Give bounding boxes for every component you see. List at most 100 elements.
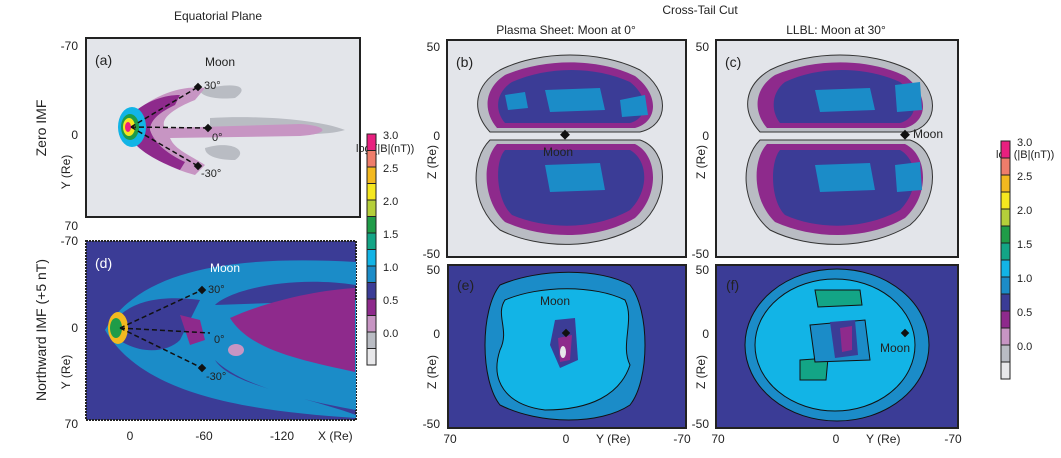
xtick: 70 [711, 432, 725, 446]
panel-b-label: (b) [456, 54, 473, 70]
panel-e: (e) Moon 50 0 -50 Z (Re) 70 0 -70 Y (Re) [423, 263, 691, 446]
colorbar-swatch [1000, 157, 1011, 176]
colorbar-tick-label: 1.0 [383, 262, 398, 274]
colorbar-swatch [1000, 191, 1011, 210]
panel-d-moon: Moon [210, 261, 240, 275]
ytick: -70 [61, 39, 79, 53]
colorbar-swatch [1000, 361, 1011, 380]
panel-e-label: (e) [457, 277, 474, 293]
xtick: 70 [443, 432, 457, 446]
colorbar-swatch [1000, 259, 1011, 278]
ytick: 70 [65, 219, 79, 233]
panel-d-label: (d) [95, 255, 112, 271]
panel-c-ylabel: Z (Re) [694, 145, 708, 179]
ytick: 50 [696, 263, 710, 277]
panel-a-label: (a) [95, 52, 112, 68]
colorbar-2-title: log (|B|(nT)) [996, 149, 1054, 161]
colorbar-swatch [1000, 174, 1011, 193]
panel-a-angle-30: 30° [204, 80, 221, 92]
ytick: -50 [692, 417, 710, 431]
xtick: -70 [944, 432, 962, 446]
panel-d-ylabel: Y (Re) [59, 355, 73, 389]
colorbar-swatch [366, 183, 377, 201]
panel-b: (b) Moon 50 0 -50 Z (Re) [423, 39, 687, 261]
colorbar-swatch [1000, 242, 1011, 261]
panel-d-angle-30: 30° [208, 284, 225, 296]
colorbar-tick-label: 1.5 [383, 229, 398, 241]
ytick: -50 [692, 247, 710, 261]
ytick: 50 [696, 40, 710, 54]
panel-f-label: (f) [726, 277, 739, 293]
colorbar-swatch [366, 315, 377, 333]
colorbar-tick-label: 2.0 [383, 196, 398, 208]
xtick: 0 [563, 432, 570, 446]
panel-f-ylabel: Z (Re) [694, 355, 708, 389]
colorbar-swatch [366, 249, 377, 267]
colorbar-swatch [366, 133, 377, 151]
colorbar-2: 3.0 2.5 2.0 1.5 1.0 0.5 0.0 [1000, 137, 1032, 380]
ytick: 0 [702, 129, 709, 143]
colorbar-tick-label: 2.5 [1017, 171, 1032, 183]
colorbar-tick-label: 3.0 [383, 130, 398, 142]
title-cross-tail: Cross-Tail Cut [662, 3, 738, 17]
colorbar-swatch [1000, 276, 1011, 295]
title-llbl: LLBL: Moon at 30° [786, 23, 886, 37]
colorbar-swatch [366, 331, 377, 349]
panel-d-xlabel: X (Re) [318, 429, 353, 443]
colorbar-tick-label: 3.0 [1017, 137, 1032, 149]
xtick: 0 [127, 429, 134, 443]
panel-b-moon: Moon [543, 145, 573, 159]
panel-f-xlabel: Y (Re) [866, 432, 900, 446]
panel-c-label: (c) [725, 54, 741, 70]
panel-a-angle-0: 0° [212, 132, 223, 144]
colorbar-swatch [1000, 208, 1011, 227]
panel-f: (f) Moon 50 0 -50 Z (Re) 70 0 -70 Y (Re) [692, 263, 962, 446]
xtick: -60 [195, 429, 213, 443]
xtick: 0 [833, 432, 840, 446]
colorbar-swatch [366, 166, 377, 184]
title-equatorial: Equatorial Plane [174, 9, 262, 23]
colorbar-swatch [366, 150, 377, 168]
panel-c: (c) Moon 50 0 -50 Z (Re) [692, 39, 959, 261]
colorbar-swatch [366, 216, 377, 234]
ytick: 0 [433, 327, 440, 341]
ytick: 0 [433, 129, 440, 143]
colorbar-tick-label: 1.5 [1017, 239, 1032, 251]
panel-a: (a) Moon 30° 0° -30° -70 0 70 Y (Re) [59, 37, 361, 233]
colorbar-tick-label: 2.0 [1017, 205, 1032, 217]
panel-e-moon: Moon [540, 294, 570, 308]
colorbar-1-title: log (|B|(nT)) [356, 143, 414, 155]
colorbar-tick-label: 2.5 [383, 163, 398, 175]
colorbar-tick-label: 0.0 [383, 328, 398, 340]
colorbar-swatch [1000, 327, 1011, 346]
colorbar-tick-label: 0.0 [1017, 341, 1032, 353]
colorbar-swatch [1000, 310, 1011, 329]
colorbar-swatch [366, 348, 377, 366]
panel-a-angle-minus30: -30° [201, 168, 221, 180]
colorbar-swatch [1000, 293, 1011, 312]
panel-e-ylabel: Z (Re) [425, 355, 439, 389]
ytick: 0 [71, 128, 78, 142]
colorbar-swatch [366, 199, 377, 217]
colorbar-tick-label: 1.0 [1017, 273, 1032, 285]
colorbar-swatch [366, 298, 377, 316]
ytick: 70 [65, 417, 79, 431]
ytick: 50 [427, 40, 441, 54]
row-label-zero-imf: Zero IMF [33, 100, 49, 157]
ytick: 0 [702, 327, 709, 341]
panel-a-ylabel: Y (Re) [59, 155, 73, 189]
panel-e-xlabel: Y (Re) [596, 432, 630, 446]
row-label-northward-imf: Northward IMF (+5 nT) [33, 259, 49, 401]
panel-d: (d) Moon 30° 0° -30° -70 0 70 Y (Re) 0 -… [59, 234, 357, 443]
title-plasma-sheet: Plasma Sheet: Moon at 0° [496, 23, 636, 37]
panel-b-ylabel: Z (Re) [425, 145, 439, 179]
panel-a-moon: Moon [205, 55, 235, 69]
colorbar-tick-label: 0.5 [383, 295, 398, 307]
colorbar-tick-label: 0.5 [1017, 307, 1032, 319]
colorbar-swatch [366, 232, 377, 250]
colorbar-swatch [1000, 140, 1011, 159]
xtick: -70 [673, 432, 691, 446]
colorbar-1: 3.0 2.5 2.0 1.5 1.0 0.5 0.0 [366, 130, 398, 366]
